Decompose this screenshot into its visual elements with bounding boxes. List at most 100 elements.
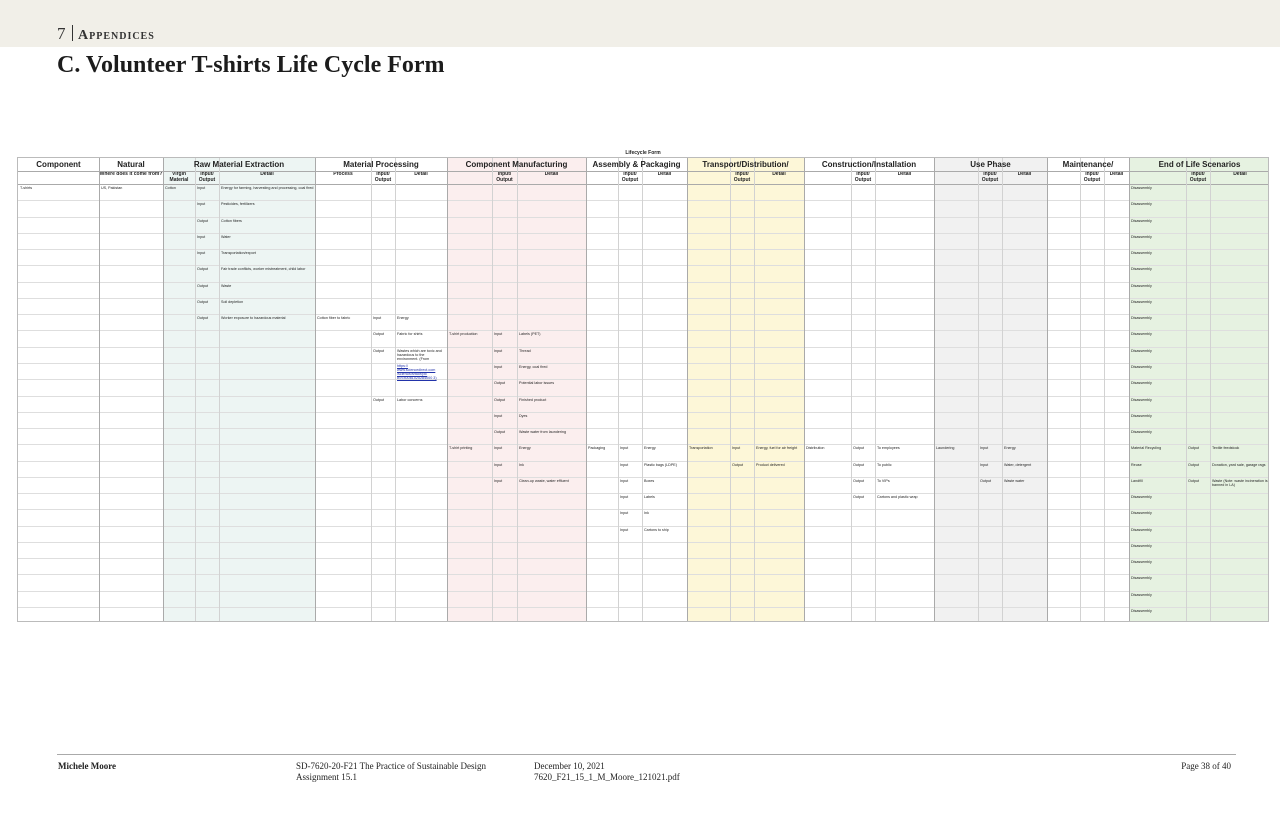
column-rule (1210, 158, 1211, 621)
table-cell: Energy, coal fired (519, 364, 548, 369)
table-cell: Output (1188, 462, 1200, 467)
column-rule (195, 158, 196, 621)
table-cell: Textile feedstock (1212, 446, 1240, 451)
table-cell: Output (853, 478, 865, 483)
table-cell: Output (1188, 446, 1200, 451)
row-rule (18, 330, 1268, 332)
column-rule (730, 158, 731, 621)
table-cell: Plastic bags (LDPE) (644, 462, 677, 467)
eol-scenario-cell: Disassembly (1131, 364, 1152, 369)
sub-header: Input/ Output (374, 172, 392, 183)
table-cell: Output (1188, 478, 1200, 483)
eol-scenario-cell: Disassembly (1131, 430, 1152, 435)
eol-scenario-cell: Disassembly (1131, 348, 1152, 353)
header-rule (18, 184, 1268, 185)
column-shading (447, 158, 586, 621)
table-cell: Labels (PET) (519, 332, 541, 337)
table-cell: Cotton (165, 186, 176, 190)
table-cell: Output (732, 462, 744, 467)
table-cell: To employees (877, 446, 900, 451)
row-rule (18, 314, 1268, 316)
sub-header: Input/ Output (621, 172, 639, 183)
table-cell: Output (197, 316, 209, 321)
table-cell: Output (494, 430, 506, 435)
table-cell: Output (197, 267, 209, 272)
table-cell: Worker exposure to hazardous material (221, 316, 286, 321)
table-cell: Finished product (519, 397, 547, 402)
table-cell: Energy (1004, 446, 1016, 451)
column-rule (1047, 158, 1048, 621)
eol-scenario-cell: Disassembly (1131, 381, 1152, 386)
page-title: C. Volunteer T-shirts Life Cycle Form (57, 52, 445, 78)
table-cell: Output (373, 332, 385, 337)
sub-header: Input/ Output (1189, 172, 1207, 183)
row-rule (18, 346, 1268, 348)
row-rule (18, 281, 1268, 283)
table-cell: Cotton fibers (221, 218, 242, 223)
sub-header: Detail (544, 172, 559, 177)
group-header: Transport/Distribution/ (702, 160, 789, 169)
table-cell: Cotton fiber to fabric (317, 316, 351, 321)
column-rule (1129, 158, 1130, 621)
row-rule (18, 362, 1268, 364)
eol-scenario-cell: Disassembly (1131, 202, 1152, 207)
footer-divider (57, 754, 1236, 755)
reference-link: https:// www.sciencedirect.com /science/… (397, 363, 437, 381)
eol-scenario-cell: Disassembly (1131, 267, 1152, 272)
column-rule (804, 158, 805, 621)
table-cell: Transportation/export (221, 251, 256, 256)
table-cell: Waste (221, 283, 232, 288)
eol-scenario-cell: Disassembly (1131, 527, 1152, 532)
table-cell: Input (620, 446, 629, 451)
table-cell: Cartons and plastic wrap (877, 495, 918, 500)
column-rule (1002, 158, 1003, 621)
table-cell: Packaging (588, 446, 606, 451)
column-rule (395, 158, 396, 621)
chapter-name: Appendices (78, 28, 155, 43)
table-cell: Potential labor issues (519, 381, 555, 386)
sub-header: Input/ Output (854, 172, 872, 183)
footer-assignment: Assignment 15.1 (296, 772, 358, 782)
table-cell: Input (732, 446, 741, 451)
row-rule (18, 541, 1268, 543)
table-cell: Input (494, 364, 503, 369)
eol-scenario-cell: Disassembly (1131, 299, 1152, 304)
table-cell: Input (494, 413, 503, 418)
row-rule (18, 249, 1268, 251)
sub-header: Detail (897, 172, 912, 177)
column-shading (163, 158, 315, 621)
group-header: Construction/Installation (821, 160, 917, 169)
eol-scenario-cell: Disassembly (1131, 560, 1152, 565)
table-cell: Input (197, 186, 206, 190)
table-cell: Fabric for shirts (397, 332, 423, 337)
table-cell: Dyes (519, 413, 528, 418)
table-cell: Energy, fuel for air freight (756, 446, 798, 451)
table-cell: Energy (519, 446, 531, 451)
footer-page-number: Page 38 of 40 (1181, 761, 1231, 771)
eol-scenario-cell: Disassembly (1131, 495, 1152, 500)
header-rule (18, 171, 1268, 172)
table-cell: Input (373, 316, 382, 321)
group-header: Component (36, 160, 81, 169)
table-cell: Output (853, 446, 865, 451)
row-rule (18, 216, 1268, 218)
table-cell: Product delivered (756, 462, 785, 467)
table-cell: Reuse (1131, 462, 1142, 467)
column-rule (219, 158, 220, 621)
column-rule (934, 158, 935, 621)
table-cell: To VIPs (877, 478, 890, 483)
footer-filename: 7620_F21_15_1_M_Moore_121021.pdf (534, 772, 680, 782)
table-cell: Labels (644, 495, 655, 500)
column-rule (371, 158, 372, 621)
column-rule (1186, 158, 1187, 621)
group-header: Assembly & Packaging (592, 160, 681, 169)
header-band (0, 0, 1280, 47)
table-cell: Input (197, 202, 206, 207)
sub-header: Input/ Output (198, 172, 216, 183)
eol-scenario-cell: Disassembly (1131, 218, 1152, 223)
row-rule (18, 444, 1268, 446)
table-cell: Output (373, 348, 385, 353)
chapter-divider (71, 25, 73, 41)
row-rule (18, 265, 1268, 267)
table-cell: Input (494, 332, 503, 337)
